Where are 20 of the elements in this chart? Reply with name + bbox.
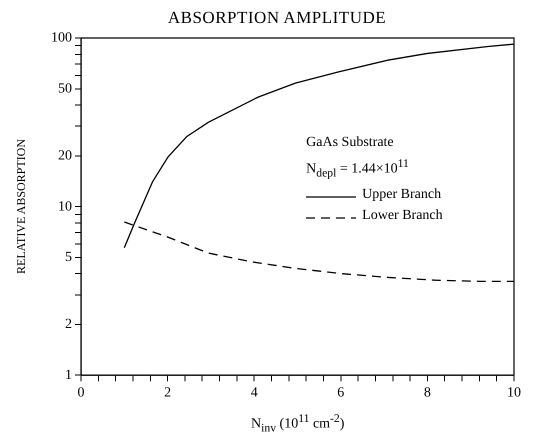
x-axis-title: N$_{inv}$ (10$^{11}$ cm$^{-2}$) xyxy=(251,412,344,434)
legend-label: Lower Branch xyxy=(362,208,443,223)
y-tick-label: 2 xyxy=(65,317,72,332)
x-tick-label: 10 xyxy=(507,385,521,400)
x-tick-label: 6 xyxy=(337,385,344,400)
legend-label: Upper Branch xyxy=(362,186,442,202)
annotation: N$_{depl}$ = 1.44×10$^{11}$ xyxy=(306,156,410,182)
y-tick-label: 10 xyxy=(58,199,72,214)
chart-title: ABSORPTION AMPLITUDE xyxy=(166,8,388,28)
y-tick-label: 100 xyxy=(51,30,72,46)
y-axis-title: RELATIVE ABSORPTION xyxy=(14,139,29,274)
y-tick-label: 5 xyxy=(65,250,72,266)
x-tick-label: 2 xyxy=(164,385,172,400)
y-tick-label: 1 xyxy=(65,368,72,383)
x-tick-label: 4 xyxy=(250,385,258,400)
y-tick-label: 50 xyxy=(58,81,72,96)
x-tick-label: 0 xyxy=(78,385,84,400)
x-tick-label: 8 xyxy=(424,385,431,400)
y-tick-label: 20 xyxy=(58,148,72,164)
legend-title: GaAs Substrate xyxy=(306,134,395,152)
